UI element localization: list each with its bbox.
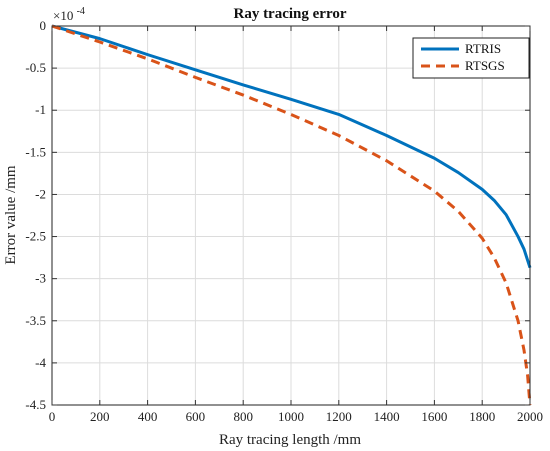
- tick-labels: 0 200 400 600 800 1000 1200 1400 1600 1800 2000 0 -0…: [25, 18, 543, 424]
- legend-box: [412, 37, 530, 79]
- y-axis-exponent-power: -4: [77, 6, 85, 17]
- y-axis-exponent-base: ×10: [53, 8, 73, 23]
- y-tick-label: -0.5: [25, 60, 46, 75]
- axis-ticks: [51, 25, 531, 406]
- x-tick-label: 800: [233, 409, 253, 424]
- y-tick-label: -1: [35, 102, 46, 117]
- y-tick-label: -1.5: [25, 144, 46, 159]
- x-tick-label: 2000: [517, 409, 543, 424]
- x-tick-label: 1400: [374, 409, 400, 424]
- x-tick-label: 0: [49, 409, 56, 424]
- series-line-rtsgs: [51, 24, 532, 406]
- x-tick-label: 200: [90, 409, 110, 424]
- x-tick-label: 1000: [278, 409, 304, 424]
- y-axis-label: Error value /mm: [3, 165, 19, 264]
- y-tick-label: -2: [35, 186, 46, 201]
- legend-label-rtris: RTRIS: [465, 41, 501, 56]
- x-tick-label: 1600: [421, 409, 447, 424]
- y-tick-label: -3: [35, 271, 46, 286]
- x-tick-label: 1200: [326, 409, 352, 424]
- y-axis-exponent: ×10 -4: [53, 6, 85, 23]
- y-tick-label: -4: [35, 355, 46, 370]
- y-tick-label: -2.5: [25, 229, 46, 244]
- y-tick-label: -3.5: [25, 313, 46, 328]
- x-tick-label: 600: [186, 409, 206, 424]
- x-axis-label: Ray tracing length /mm: [219, 432, 361, 448]
- x-tick-label: 1800: [469, 409, 495, 424]
- x-tick-label: 400: [138, 409, 158, 424]
- y-tick-label: -4.5: [25, 397, 46, 412]
- y-tick-label: 0: [40, 18, 47, 33]
- chart-title: Ray tracing error: [233, 6, 346, 22]
- series-line-rtris: [51, 24, 532, 269]
- legend: RTRIS RTSGS: [412, 37, 530, 79]
- legend-label-rtsgs: RTSGS: [465, 58, 505, 73]
- plot-series: [51, 24, 532, 406]
